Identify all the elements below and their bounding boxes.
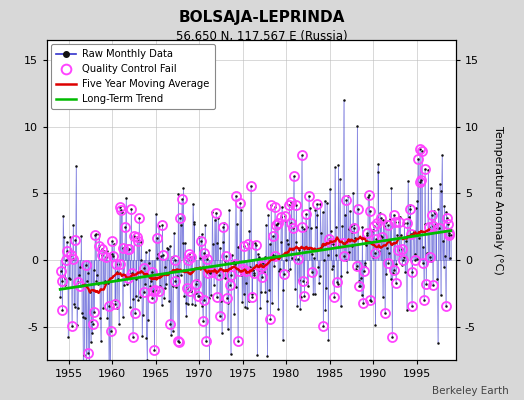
Text: BOLSAJA-LEPRINDA: BOLSAJA-LEPRINDA bbox=[179, 10, 345, 25]
Y-axis label: Temperature Anomaly (°C): Temperature Anomaly (°C) bbox=[493, 126, 503, 274]
Legend: Raw Monthly Data, Quality Control Fail, Five Year Moving Average, Long-Term Tren: Raw Monthly Data, Quality Control Fail, … bbox=[51, 44, 214, 109]
Text: Berkeley Earth: Berkeley Earth bbox=[432, 386, 508, 396]
Text: 56.650 N, 117.567 E (Russia): 56.650 N, 117.567 E (Russia) bbox=[176, 30, 348, 43]
